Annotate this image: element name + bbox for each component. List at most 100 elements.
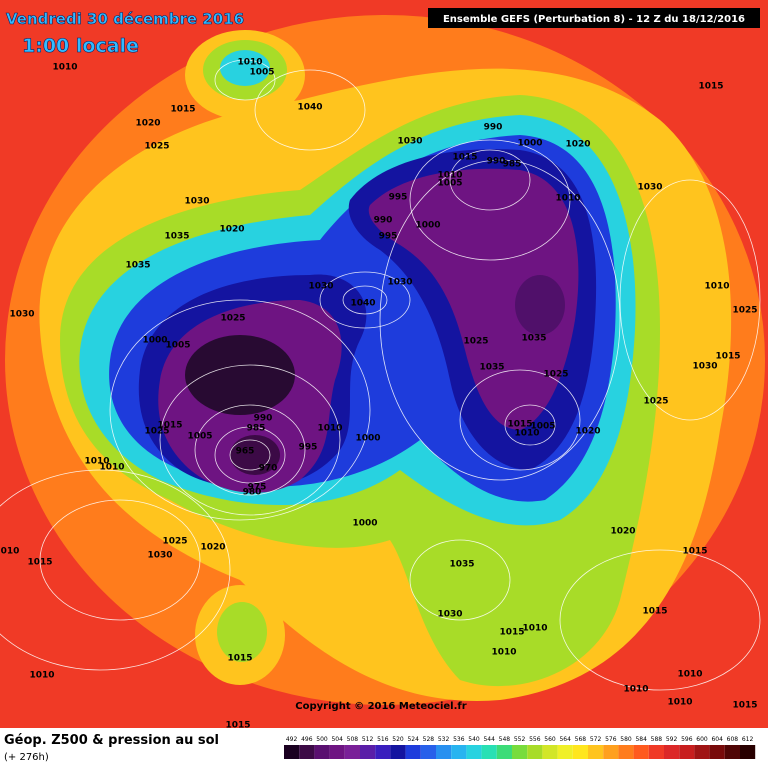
pressure-label: 1035 — [125, 261, 150, 271]
pressure-label: 1035 — [164, 232, 189, 242]
scale-swatch — [360, 745, 376, 759]
pressure-label: 1040 — [350, 299, 375, 309]
pressure-label: 1025 — [732, 306, 757, 316]
pressure-label: 1015 — [682, 547, 707, 557]
pressure-label: 1030 — [397, 137, 422, 147]
scale-swatch — [299, 745, 315, 759]
scale-label: 604 — [711, 736, 723, 743]
pressure-label: 1030 — [308, 282, 333, 292]
pressure-label: 1015 — [642, 607, 667, 617]
pressure-label: 010 — [1, 547, 20, 557]
scale-swatch — [588, 745, 604, 759]
pressure-label: 1025 — [643, 397, 668, 407]
model-info: Ensemble GEFS (Perturbation 8) - 12 Z du… — [443, 14, 745, 25]
pressure-label: 1015 — [170, 105, 195, 115]
pressure-label: 1010 — [437, 171, 462, 181]
pressure-label: 1010 — [491, 648, 516, 658]
scale-label: 516 — [377, 736, 389, 743]
pressure-label: 1010 — [514, 429, 539, 439]
pressure-label: 1010 — [84, 457, 109, 467]
pressure-label: 1020 — [575, 427, 600, 437]
pressure-label: 1010 — [52, 63, 77, 73]
pressure-label: 1020 — [135, 119, 160, 129]
scale-swatch — [664, 745, 680, 759]
pressure-label: 1025 — [220, 314, 245, 324]
scale-swatch — [603, 745, 619, 759]
pressure-label: 1015 — [698, 82, 723, 92]
isobars — [0, 59, 761, 691]
date-title: Vendredi 30 décembre 2016 — [6, 10, 244, 28]
scale-swatch — [709, 745, 725, 759]
pressure-label: 1030 — [692, 362, 717, 372]
scale-label: 508 — [347, 736, 359, 743]
scale-label: 556 — [529, 736, 541, 743]
pressure-label: 1015 — [452, 153, 477, 163]
pressure-label: 1015 — [499, 628, 524, 638]
scale-label: 544 — [483, 736, 495, 743]
scale-swatch — [405, 745, 421, 759]
pressure-label: 1025 — [543, 370, 568, 380]
scale-swatch — [679, 745, 695, 759]
pressure-label: 995 — [389, 193, 408, 203]
pressure-label: 970 — [259, 464, 278, 474]
pressure-label: 1000 — [352, 519, 377, 529]
pressure-label: 990 — [374, 216, 393, 226]
scale-label: 548 — [499, 736, 511, 743]
pressure-label: 990 — [487, 157, 506, 167]
scale-swatch — [740, 745, 756, 759]
scale-label: 592 — [666, 736, 678, 743]
scale-swatch — [451, 745, 467, 759]
scale-swatch — [694, 745, 710, 759]
pressure-label: 1005 — [437, 179, 462, 189]
scale-label: 596 — [681, 736, 693, 743]
pressure-label: 1020 — [200, 543, 225, 553]
pressure-label: 1000 — [142, 336, 167, 346]
pressure-label: 1010 — [99, 463, 124, 473]
scale-swatch — [512, 745, 528, 759]
scale-label: 580 — [620, 736, 632, 743]
pressure-label: 1010 — [29, 671, 54, 681]
scale-swatch — [466, 745, 482, 759]
scale-label: 560 — [544, 736, 556, 743]
pressure-label: 1010 — [667, 698, 692, 708]
pressure-label: 1020 — [610, 527, 635, 537]
scale-swatch — [420, 745, 436, 759]
scale-label: 552 — [514, 736, 526, 743]
scale-label: 520 — [392, 736, 404, 743]
scale-label: 512 — [362, 736, 374, 743]
scale-swatch — [542, 745, 558, 759]
pressure-label: 1025 — [463, 337, 488, 347]
pressure-label: 1000 — [355, 434, 380, 444]
scale-swatch — [618, 745, 634, 759]
scale-swatch — [344, 745, 360, 759]
scale-label: 536 — [453, 736, 465, 743]
scale-swatch — [724, 745, 740, 759]
field-name: Géop. Z500 & pression au sol — [4, 733, 219, 748]
pressure-label: 990 — [254, 414, 273, 424]
scale-swatch — [496, 745, 512, 759]
pressure-label: 1010 — [237, 58, 262, 68]
scale-label: 588 — [651, 736, 663, 743]
scale-swatch — [481, 745, 497, 759]
pressure-label: 1030 — [437, 610, 462, 620]
scale-swatch — [284, 745, 300, 759]
pressure-label: 1015 — [225, 721, 250, 731]
scale-swatch — [329, 745, 345, 759]
scale-swatch — [633, 745, 649, 759]
pressure-label: 1020 — [565, 140, 590, 150]
pressure-label: 1010 — [677, 670, 702, 680]
scale-label: 584 — [635, 736, 647, 743]
pressure-label: 1010 — [623, 685, 648, 695]
scale-label: 540 — [468, 736, 480, 743]
pressure-label: 985 — [503, 160, 522, 170]
scale-label: 528 — [423, 736, 435, 743]
color-scale: 492 496 500 504 508 512 516 520 524 528 532 536 540 5… — [284, 736, 756, 759]
scale-label: 496 — [301, 736, 313, 743]
pressure-label: 1030 — [147, 551, 172, 561]
scale-swatch — [572, 745, 588, 759]
pressure-label: 1005 — [249, 68, 274, 78]
scale-swatch — [648, 745, 664, 759]
map-background — [0, 0, 768, 728]
scale-swatch — [436, 745, 452, 759]
